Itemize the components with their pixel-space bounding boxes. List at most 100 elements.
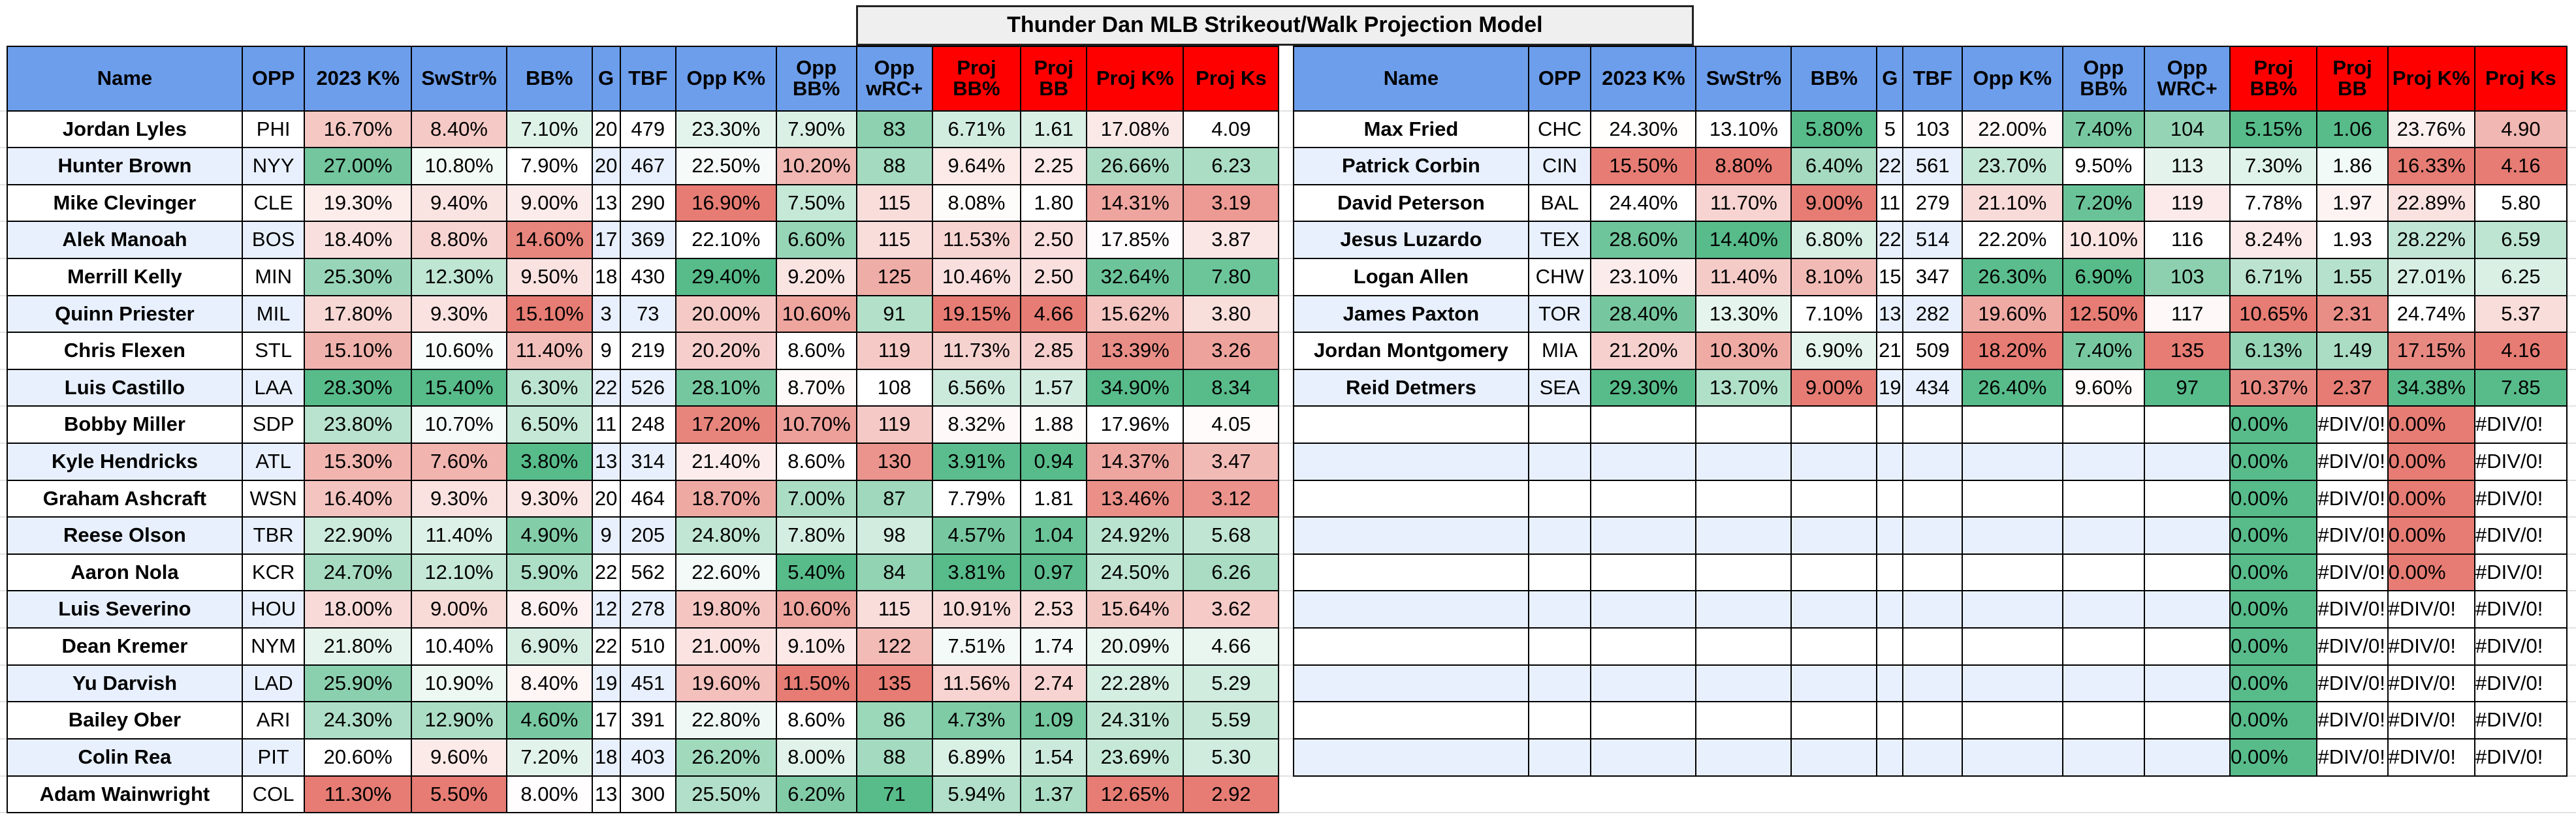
error-cell: #DIV/0! — [2474, 516, 2568, 555]
data-cell: 8.60% — [505, 590, 593, 629]
empty-cell — [1962, 516, 2063, 555]
empty-cell — [2061, 590, 2146, 629]
data-cell: 403 — [619, 738, 677, 777]
empty-cell — [1293, 516, 1529, 555]
data-cell: 5.40% — [775, 553, 857, 592]
empty-cell — [1902, 627, 1964, 666]
data-cell: 1.81 — [1020, 479, 1088, 518]
data-cell: 7.40% — [2061, 110, 2146, 149]
column-header: Opp K% — [1962, 46, 2063, 112]
error-cell: #DIV/0! — [2316, 590, 2389, 629]
data-cell: 13 — [1876, 294, 1904, 334]
data-cell: 9.20% — [775, 258, 857, 296]
data-cell: 9.60% — [410, 738, 507, 777]
empty-cell — [1790, 405, 1878, 444]
data-cell: 7.79% — [931, 479, 1022, 518]
data-cell: 23.30% — [675, 110, 777, 149]
empty-cell — [1790, 479, 1878, 518]
empty-cell — [1590, 443, 1697, 481]
data-cell: 14.40% — [1695, 221, 1792, 259]
data-cell: 5.68 — [1183, 516, 1280, 555]
data-cell: 16.90% — [675, 183, 777, 223]
gridline — [0, 443, 2576, 444]
data-cell: 7.00% — [775, 479, 857, 518]
data-cell: 9.50% — [505, 258, 593, 296]
player-name: Alek Manoah — [7, 221, 243, 259]
data-cell: 22 — [591, 553, 621, 592]
data-cell: MIL — [241, 294, 306, 334]
data-cell: 1.06 — [2316, 110, 2389, 149]
data-cell: 88 — [855, 738, 933, 777]
data-cell: 6.80% — [1790, 221, 1878, 259]
data-cell: 24.30% — [1590, 110, 1697, 149]
data-cell: 10.80% — [410, 147, 507, 185]
data-cell: 514 — [1902, 221, 1964, 259]
empty-cell — [2144, 590, 2231, 629]
empty-cell — [1790, 627, 1878, 666]
data-cell: 22.10% — [675, 221, 777, 259]
data-cell: 103 — [2144, 258, 2231, 296]
data-cell: 8.80% — [410, 221, 507, 259]
error-cell: #DIV/0! — [2316, 479, 2389, 518]
data-cell: 115 — [855, 590, 933, 629]
data-cell: LAA — [241, 368, 306, 407]
data-cell: 22.60% — [675, 553, 777, 592]
data-cell: 4.60% — [505, 701, 593, 739]
empty-cell — [1790, 701, 1878, 739]
data-cell: 9.10% — [775, 627, 857, 666]
data-cell: 21 — [1876, 332, 1904, 370]
data-cell: CIN — [1527, 147, 1592, 185]
empty-cell — [1962, 405, 2063, 444]
data-cell: 2.50 — [1020, 221, 1088, 259]
error-cell: 0.00% — [2387, 516, 2475, 555]
error-cell: 0.00% — [2229, 627, 2318, 666]
data-cell: 18 — [591, 258, 621, 296]
data-cell: 6.56% — [931, 368, 1022, 407]
data-cell: 10.90% — [410, 664, 507, 703]
data-cell: 6.25 — [2474, 258, 2568, 296]
data-cell: 11.70% — [1695, 183, 1792, 223]
data-cell: 1.04 — [1020, 516, 1088, 555]
empty-cell — [1527, 627, 1592, 666]
data-cell: 10.70% — [775, 405, 857, 444]
data-cell: 22.00% — [1962, 110, 2063, 149]
player-name: David Peterson — [1293, 183, 1529, 223]
data-cell: 8.24% — [2229, 221, 2318, 259]
data-cell: 347 — [1902, 258, 1964, 296]
data-cell: 16.70% — [304, 110, 412, 149]
data-cell: 300 — [619, 775, 677, 814]
data-cell: 3 — [591, 294, 621, 334]
data-cell: 8.34 — [1183, 368, 1280, 407]
data-cell: 8.32% — [931, 405, 1022, 444]
data-cell: 19.60% — [675, 664, 777, 703]
gridline — [0, 738, 2576, 739]
empty-cell — [2144, 443, 2231, 481]
data-cell: 290 — [619, 183, 677, 223]
data-cell: BAL — [1527, 183, 1592, 223]
gridline — [0, 664, 2576, 666]
empty-cell — [1695, 553, 1792, 592]
data-cell: 17.80% — [304, 294, 412, 334]
data-cell: 1.97 — [2316, 183, 2389, 223]
error-cell: #DIV/0! — [2474, 553, 2568, 592]
empty-cell — [1902, 590, 1964, 629]
data-cell: 2.53 — [1020, 590, 1088, 629]
empty-cell — [1962, 590, 2063, 629]
empty-cell — [1902, 405, 1964, 444]
error-cell: #DIV/0! — [2316, 701, 2389, 739]
data-cell: 19.15% — [931, 294, 1022, 334]
column-header: BB% — [1790, 46, 1878, 112]
data-cell: 17.08% — [1086, 110, 1185, 149]
empty-cell — [2061, 553, 2146, 592]
data-cell: 15.10% — [304, 332, 412, 370]
data-cell: 22.89% — [2387, 183, 2475, 223]
data-cell: 7.85 — [2474, 368, 2568, 407]
error-cell: 0.00% — [2229, 738, 2318, 777]
gridline — [0, 294, 2576, 296]
data-cell: KCR — [241, 553, 306, 592]
data-cell: 9.64% — [931, 147, 1022, 185]
empty-cell — [2061, 405, 2146, 444]
gridline — [0, 479, 2576, 481]
error-cell: 0.00% — [2387, 443, 2475, 481]
data-cell: 9.00% — [505, 183, 593, 223]
